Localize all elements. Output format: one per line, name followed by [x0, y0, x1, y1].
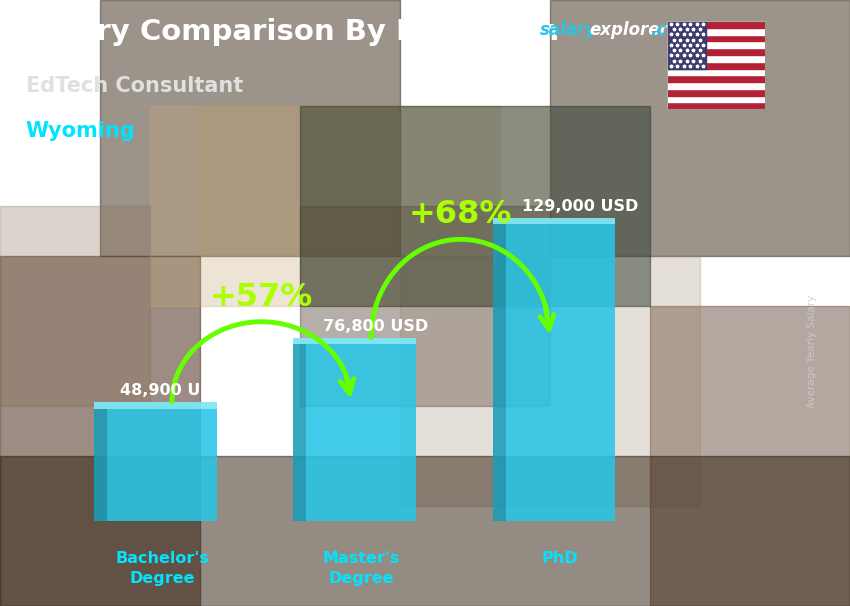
- Bar: [293, 344, 306, 521]
- Text: Wyoming: Wyoming: [26, 121, 135, 141]
- Text: +57%: +57%: [210, 282, 313, 313]
- Text: explorer: explorer: [589, 21, 668, 39]
- Bar: [667, 102, 765, 109]
- Bar: [0, 206, 150, 406]
- Text: 129,000 USD: 129,000 USD: [523, 199, 639, 214]
- Bar: [0, 256, 200, 606]
- Bar: [100, 0, 400, 256]
- Bar: [0, 456, 850, 606]
- Text: EdTech Consultant: EdTech Consultant: [26, 76, 243, 96]
- Bar: [293, 338, 416, 344]
- Bar: [667, 28, 765, 35]
- Bar: [150, 106, 550, 306]
- Bar: [300, 206, 550, 406]
- Bar: [667, 55, 765, 62]
- Text: salary: salary: [540, 21, 597, 39]
- Bar: [306, 344, 416, 521]
- Text: 48,900 USD: 48,900 USD: [120, 383, 225, 398]
- Bar: [550, 0, 850, 256]
- Text: Salary Comparison By Education: Salary Comparison By Education: [26, 18, 558, 46]
- Bar: [667, 82, 765, 89]
- Bar: [400, 256, 700, 506]
- Text: Master's
Degree: Master's Degree: [322, 551, 399, 586]
- Bar: [667, 41, 765, 48]
- Text: PhD: PhD: [542, 551, 579, 566]
- Bar: [667, 89, 765, 96]
- Bar: [650, 306, 850, 606]
- Bar: [667, 96, 765, 102]
- Bar: [506, 224, 615, 521]
- Bar: [200, 106, 500, 256]
- Bar: [94, 402, 217, 408]
- Bar: [667, 68, 765, 75]
- Bar: [107, 408, 217, 521]
- Bar: [492, 224, 506, 521]
- Text: 76,800 USD: 76,800 USD: [323, 319, 428, 334]
- Bar: [667, 62, 765, 68]
- Bar: [667, 75, 765, 82]
- Bar: [667, 48, 765, 55]
- Text: Bachelor's
Degree: Bachelor's Degree: [115, 551, 209, 586]
- Bar: [667, 21, 765, 28]
- Text: +68%: +68%: [409, 199, 513, 230]
- Bar: [94, 408, 107, 521]
- Text: Average Yearly Salary: Average Yearly Salary: [807, 295, 817, 408]
- Bar: [667, 35, 765, 41]
- Text: .com: .com: [650, 21, 695, 39]
- Bar: [492, 218, 615, 224]
- Bar: [667, 21, 706, 68]
- Bar: [300, 106, 650, 306]
